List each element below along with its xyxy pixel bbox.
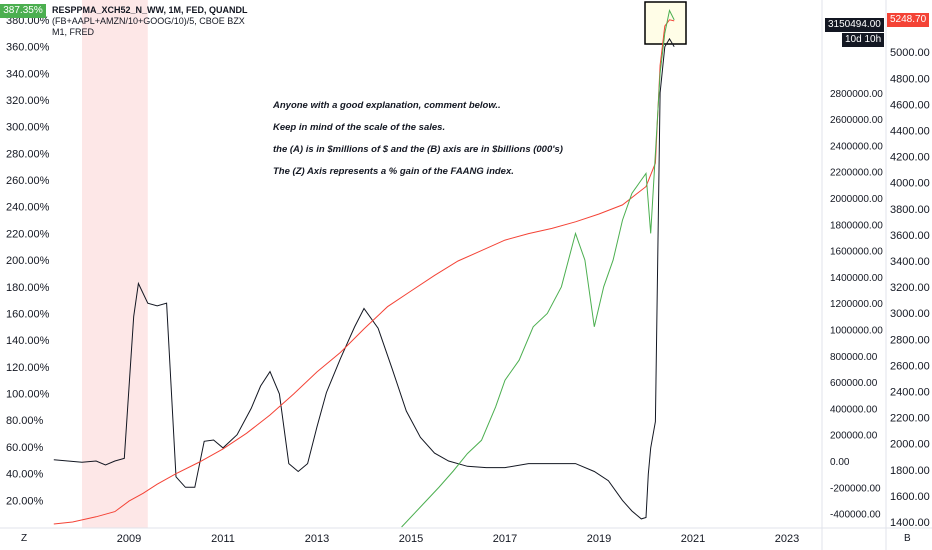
legend-line-1: RESPPMA_XCH52_N_WW, 1M, FED, QUANDL (52, 5, 248, 15)
left-axis-tick-label: 200.00% (6, 255, 50, 267)
mid-axis-tick-label: 800000.00 (830, 352, 878, 363)
left-axis-tick-label: 240.00% (6, 202, 50, 214)
mid-axis-tick-label: -400000.00 (830, 510, 881, 521)
x-axis-tick-label: 2021 (681, 533, 705, 545)
left-axis-tick-label: 120.00% (6, 362, 50, 374)
right-axis-tick-label: 3000.00 (890, 308, 930, 320)
annotation-line-2: Keep in mind of the scale of the sales. (273, 122, 446, 133)
left-axis-tick-label: 40.00% (6, 469, 44, 481)
x-axis-tick-label: 2013 (305, 533, 329, 545)
right-axis-tick-label: 1600.00 (890, 491, 930, 503)
mid-axis-tick-label: 2000000.00 (830, 194, 883, 205)
right-axis-tick-label: 4200.00 (890, 152, 930, 164)
right-axis-tick-label: 4600.00 (890, 99, 930, 111)
legend-line-3: M1, FRED (52, 27, 95, 37)
mid-axis-tick-label: 2200000.00 (830, 168, 883, 179)
b-axis-label[interactable]: B (904, 533, 911, 544)
left-axis-tick-label: 60.00% (6, 442, 44, 454)
legend-line-2: (FB+AAPL+AMZN/10+GOOG/10)/5, CBOE BZX (52, 16, 245, 26)
right-axis-tick-label: 3800.00 (890, 204, 930, 216)
x-axis-tick-label: 2015 (399, 533, 423, 545)
x-axis-tick-label: 2023 (775, 533, 799, 545)
annotation-line-4: The (Z) Axis represents a % gain of the … (273, 166, 514, 177)
bar-countdown-badge: 10d 10h (842, 33, 885, 47)
mid-axis-tick-label: 1400000.00 (830, 273, 883, 284)
right-axis-tick-label: 2800.00 (890, 334, 930, 346)
left-axis-tick-label: 320.00% (6, 95, 50, 107)
legend: RESPPMA_XCH52_N_WW, 1M, FED, QUANDL (FB+… (52, 5, 248, 38)
mid-axis-tick-label: 0.00 (830, 457, 850, 468)
mid-axis-tick-label: 1200000.00 (830, 299, 883, 310)
left-axis-tick-label: 160.00% (6, 308, 50, 320)
red-series-line (53, 19, 675, 525)
mid-axis-tick-label: 2400000.00 (830, 141, 883, 152)
right-axis-tick-label: 5000.00 (890, 47, 930, 59)
left-axis-tick-label: 180.00% (6, 282, 50, 294)
right-axis-tick-label: 4800.00 (890, 73, 930, 85)
right-axis-tick-label: 1400.00 (890, 517, 930, 529)
annotation-line-3: the (A) is in $millions of $ and the (B)… (273, 144, 563, 155)
annotation-line-1: Anyone with a good explanation, comment … (273, 100, 501, 111)
recession-band (82, 0, 148, 528)
z-axis-label[interactable]: Z (21, 533, 28, 544)
right-axis-tick-label: 4400.00 (890, 126, 930, 138)
mid-axis-tick-label: 2800000.00 (830, 89, 883, 100)
right-axis-tick-label: 1800.00 (890, 465, 930, 477)
right-axis-tick-label: 2200.00 (890, 413, 930, 425)
left-axis-tick-label: 220.00% (6, 228, 50, 240)
mid-axis-tick-label: 1600000.00 (830, 247, 883, 258)
mid-axis-tick-label: 400000.00 (830, 404, 878, 415)
right-axis-tick-label: 2400.00 (890, 387, 930, 399)
right-axis-tick-label: 3600.00 (890, 230, 930, 242)
right-axis-tick-label: 2600.00 (890, 360, 930, 372)
left-axis-tick-label: 360.00% (6, 42, 50, 54)
right-axis-tick-label: 3400.00 (890, 256, 930, 268)
x-axis-tick-label: 2009 (117, 533, 141, 545)
mid-axis-tick-label: 2600000.00 (830, 115, 883, 126)
mid-axis-tick-label: 1800000.00 (830, 220, 883, 231)
right-axis-tick-label: 4000.00 (890, 178, 930, 190)
highlight-box (644, 1, 687, 45)
mid-axis-tick-label: 200000.00 (830, 431, 878, 442)
mid-axis-tick-label: 1000000.00 (830, 326, 883, 337)
right-axis-value-badge: 5248.70 (887, 13, 930, 27)
left-axis-tick-label: 300.00% (6, 122, 50, 134)
left-axis-tick-label: 100.00% (6, 389, 50, 401)
black-series-line (53, 37, 675, 520)
left-axis-value-badge: 387.35% (0, 4, 46, 18)
left-axis-tick-label: 260.00% (6, 175, 50, 187)
mid-axis-tick-label: 600000.00 (830, 378, 878, 389)
x-axis-tick-label: 2017 (493, 533, 517, 545)
left-axis-tick-label: 340.00% (6, 68, 50, 80)
left-axis-tick-label: 20.00% (6, 495, 44, 507)
x-axis-tick-label: 2019 (587, 533, 611, 545)
right-axis-tick-label: 2000.00 (890, 439, 930, 451)
mid-axis-value-badge: 3150494.00 (825, 18, 884, 32)
x-axis-tick-label: 2011 (211, 533, 235, 545)
mid-axis-tick-label: -200000.00 (830, 483, 881, 494)
green-series-line (401, 8, 675, 528)
left-axis-tick-label: 280.00% (6, 148, 50, 160)
left-axis-tick-label: 80.00% (6, 415, 44, 427)
left-axis-tick-label: 140.00% (6, 335, 50, 347)
right-axis-tick-label: 3200.00 (890, 282, 930, 294)
annotation-text: Anyone with a good explanation, comment … (273, 100, 563, 188)
